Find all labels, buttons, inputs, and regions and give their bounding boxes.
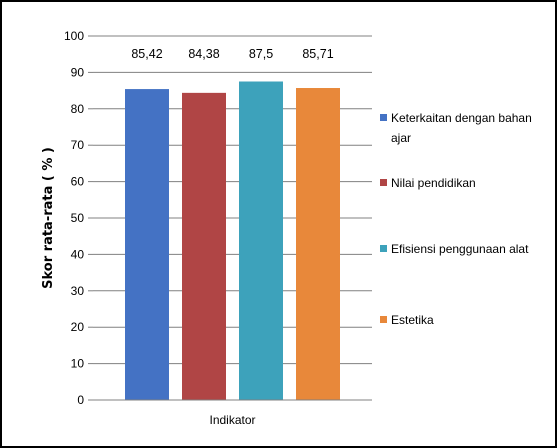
y-tick-label: 10 xyxy=(71,357,85,371)
y-tick-label: 90 xyxy=(71,65,85,79)
y-tick-label: 70 xyxy=(71,138,85,152)
legend-label-2: Nilai pendidikan xyxy=(391,176,476,190)
legend-swatch-2 xyxy=(380,179,387,186)
bar-3 xyxy=(239,81,283,400)
legend-label-1: Keterkaitan dengan bahan ajar xyxy=(391,111,532,145)
y-tick-label: 40 xyxy=(71,247,85,261)
bar-1 xyxy=(125,89,169,400)
legend-swatch-3 xyxy=(380,245,387,252)
legend-swatch-4 xyxy=(380,316,387,323)
data-labels: 85,42 84,38 87,5 85,71 xyxy=(131,47,333,61)
y-tick-label: 50 xyxy=(71,211,85,225)
y-tick-label: 20 xyxy=(71,320,85,334)
x-axis-label: Indikator xyxy=(209,413,255,427)
data-label-2: 84,38 xyxy=(188,47,219,61)
y-tick-label: 30 xyxy=(71,284,85,298)
bars xyxy=(125,81,340,401)
legend-label-3: Efisiensi penggunaan alat xyxy=(391,242,529,256)
y-axis-ticks: 0 10 20 30 40 50 60 70 80 90 100 xyxy=(64,29,93,407)
data-label-3: 87,5 xyxy=(249,47,273,61)
data-label-4: 85,71 xyxy=(302,47,333,61)
y-axis-label: Skor rata-rata ( % ) xyxy=(41,147,56,289)
y-tick-label: 60 xyxy=(71,175,85,189)
y-tick-label: 100 xyxy=(64,29,84,43)
bar-4 xyxy=(296,88,340,401)
legend-label-4: Estetika xyxy=(391,313,434,327)
y-tick-label: 80 xyxy=(71,102,85,116)
y-tick-label: 0 xyxy=(77,393,84,407)
legend-swatch-1 xyxy=(380,114,387,121)
legend: Keterkaitan dengan bahan ajar Nilai pendid… xyxy=(380,111,532,327)
bar-2 xyxy=(182,92,226,400)
data-label-1: 85,42 xyxy=(131,47,162,61)
